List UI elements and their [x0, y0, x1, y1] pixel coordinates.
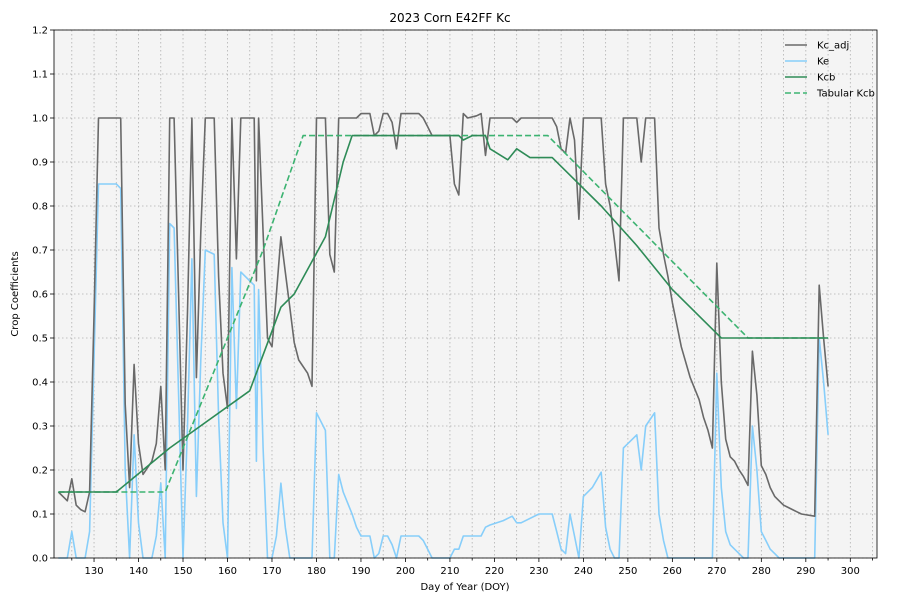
- y-tick-label: 1.1: [32, 70, 48, 81]
- x-tick-label: 260: [663, 566, 682, 577]
- series-line-tabular-kcb: [58, 134, 829, 493]
- x-tick-label: 180: [307, 566, 326, 577]
- x-axis-label: Day of Year (DOY): [420, 582, 509, 593]
- x-tick-label: 210: [440, 566, 459, 577]
- y-tick-label: 0.8: [32, 202, 48, 213]
- y-tick-label: 0.9: [32, 158, 48, 169]
- series-line-kc-adj: [57, 112, 829, 517]
- x-tick-label: 190: [351, 566, 370, 577]
- y-tick-label: 1.2: [32, 26, 48, 37]
- legend-label-kcb: Kcb: [817, 73, 835, 84]
- x-tick-label: 290: [796, 566, 815, 577]
- x-tick-label: 140: [129, 566, 148, 577]
- y-tick-label: 0.4: [32, 378, 48, 389]
- legend-label-tabular-kcb: Tabular Kcb: [816, 89, 875, 100]
- chart-title: 2023 Corn E42FF Kc: [389, 11, 510, 25]
- legend-label-ke: Ke: [817, 57, 829, 68]
- x-tick-label: 170: [262, 566, 281, 577]
- y-tick-label: 0.1: [32, 510, 48, 521]
- x-axis: 130 140 150 160 170 180 190 200 210 220 230 240 250 2…: [71, 558, 873, 577]
- x-tick-label: 160: [218, 566, 237, 577]
- y-tick-label: 0.3: [32, 422, 48, 433]
- y-tick-label: 0.2: [32, 466, 48, 477]
- x-tick-label: 280: [752, 566, 771, 577]
- y-axis: 0.0 0.1 0.2 0.3 0.4 0.5 0.6 0.7 0.8 0.9 1.0 1.1 1.2: [32, 26, 54, 565]
- x-tick-label: 220: [485, 566, 504, 577]
- y-axis-label: Crop Coefficients: [10, 251, 21, 336]
- legend-label-kc-adj: Kc_adj: [817, 41, 849, 52]
- y-tick-label: 0.0: [32, 554, 48, 565]
- y-tick-label: 1.0: [32, 114, 48, 125]
- x-tick-label: 300: [841, 566, 860, 577]
- x-tick-label: 200: [396, 566, 415, 577]
- x-tick-label: 250: [618, 566, 637, 577]
- plot-area: [54, 30, 877, 558]
- x-tick-label: 230: [529, 566, 548, 577]
- x-tick-label: 150: [173, 566, 192, 577]
- y-tick-label: 0.6: [32, 290, 48, 301]
- series-line-kcb: [58, 134, 829, 493]
- x-tick-label: 240: [574, 566, 593, 577]
- y-tick-label: 0.7: [32, 246, 48, 257]
- x-tick-label: 130: [84, 566, 103, 577]
- legend: Kc_adj Ke Kcb Tabular Kcb: [785, 41, 875, 100]
- y-tick-label: 0.5: [32, 334, 48, 345]
- x-tick-label: 270: [707, 566, 726, 577]
